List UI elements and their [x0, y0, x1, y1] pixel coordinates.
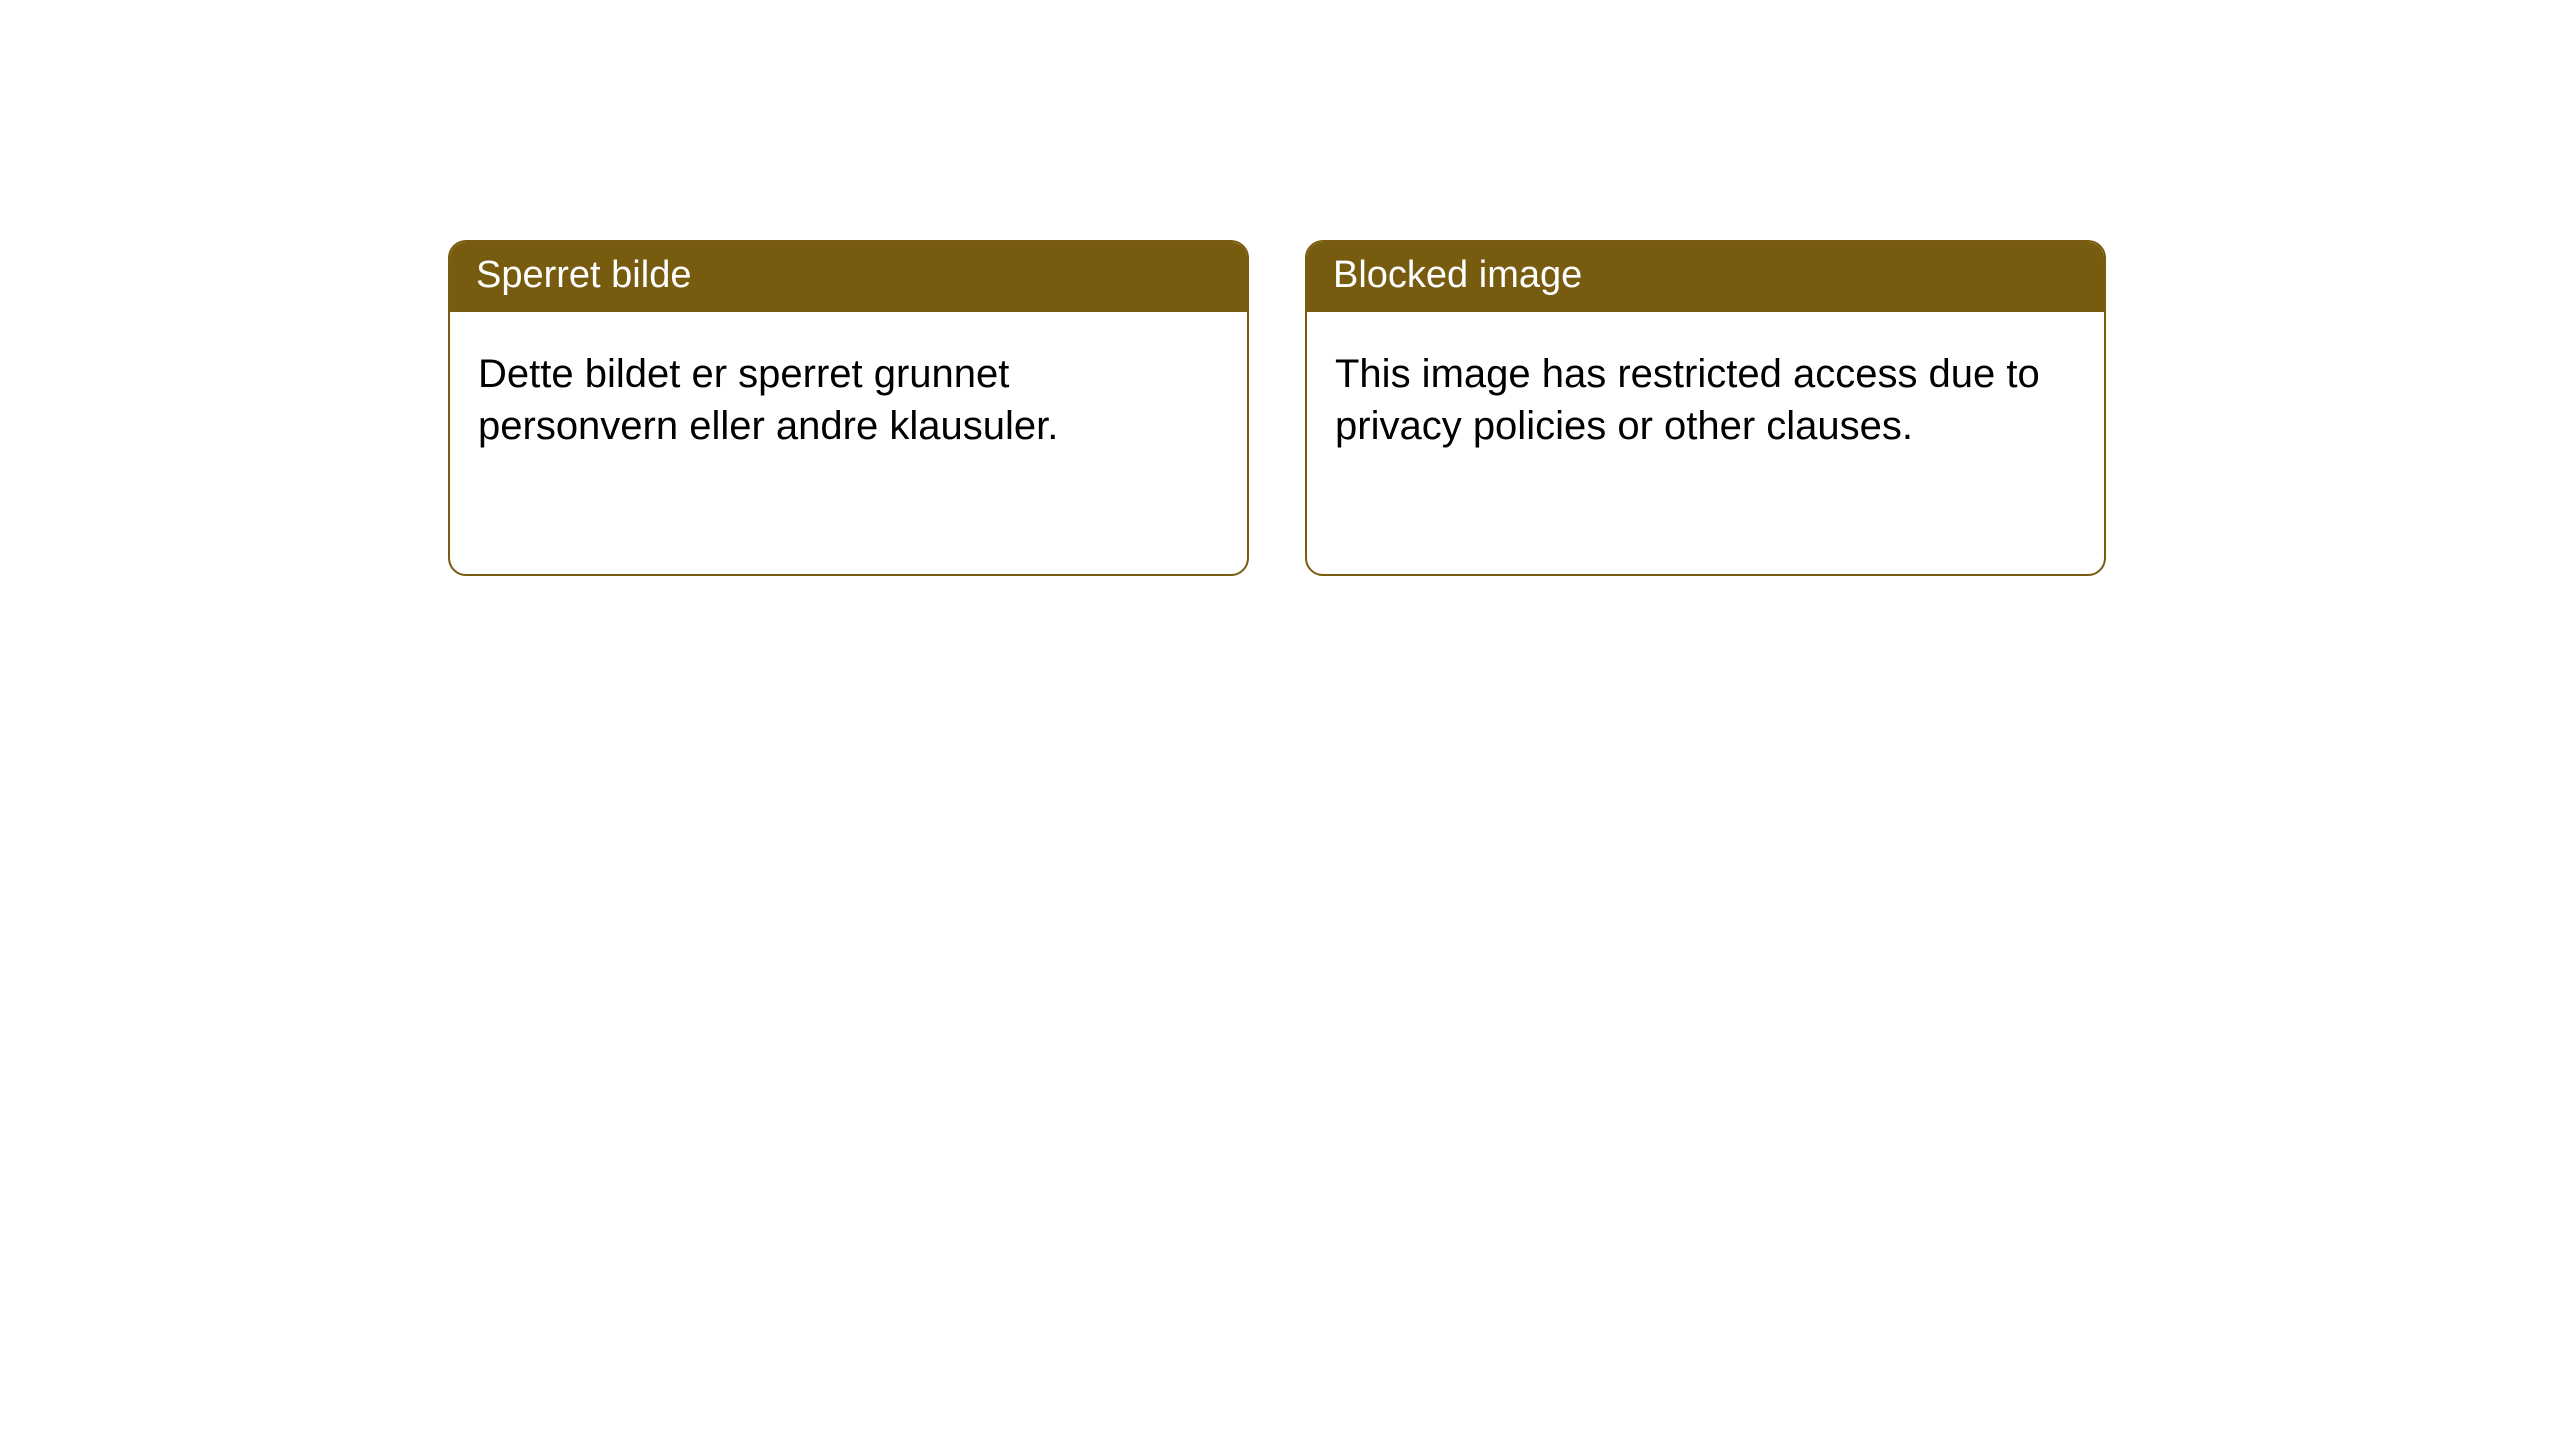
card-body-text: This image has restricted access due to … — [1307, 312, 2104, 480]
notice-container: Sperret bilde Dette bildet er sperret gr… — [0, 0, 2560, 576]
notice-card-norwegian: Sperret bilde Dette bildet er sperret gr… — [448, 240, 1249, 576]
card-title: Blocked image — [1307, 242, 2104, 312]
card-title: Sperret bilde — [450, 242, 1247, 312]
card-body-text: Dette bildet er sperret grunnet personve… — [450, 312, 1247, 480]
notice-card-english: Blocked image This image has restricted … — [1305, 240, 2106, 576]
